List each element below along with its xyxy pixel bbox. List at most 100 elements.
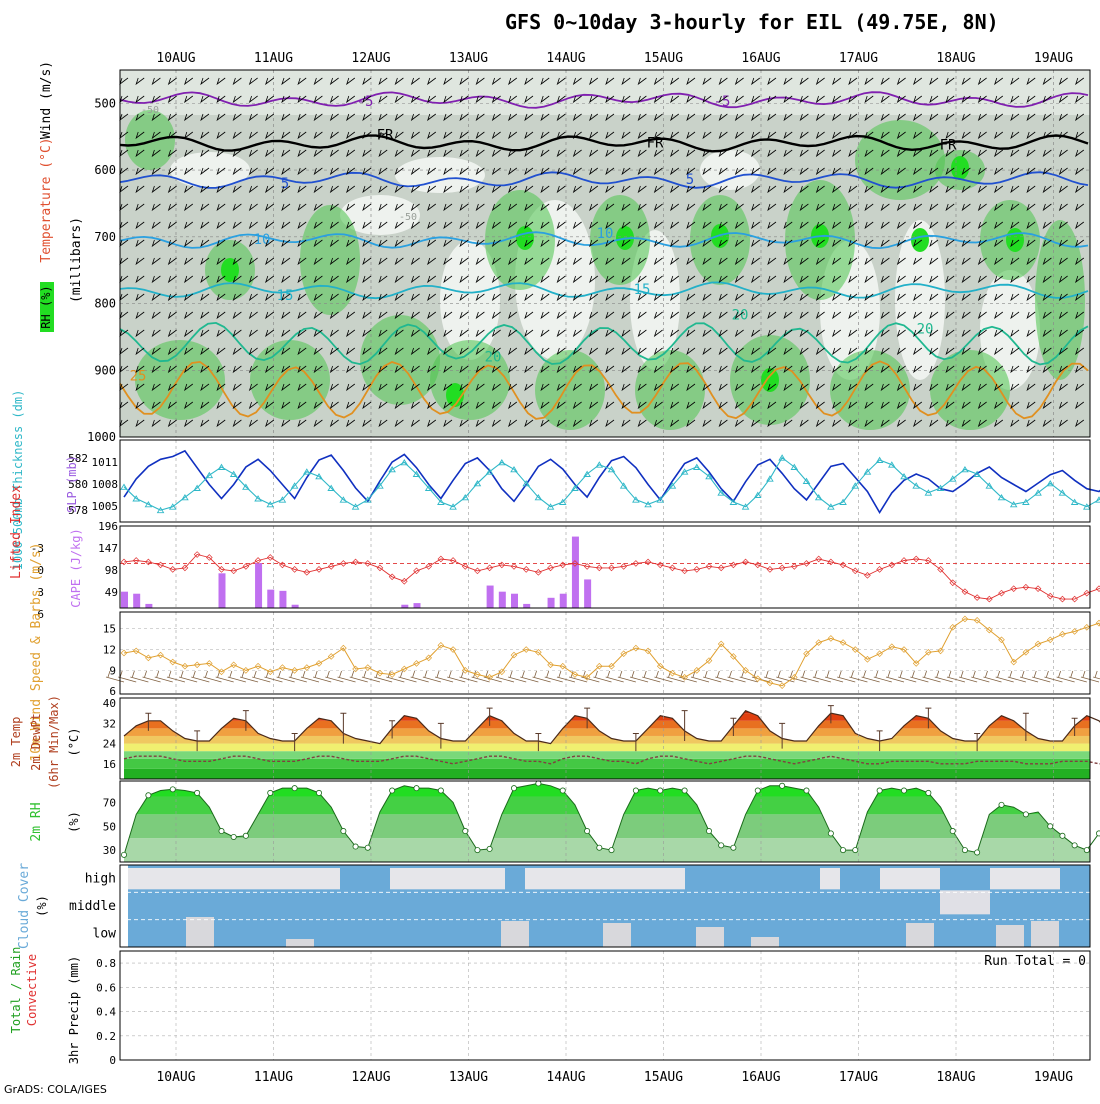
wind-speed-point xyxy=(510,651,518,659)
wind-barb xyxy=(653,113,663,122)
wind-barb xyxy=(443,203,453,212)
temp-band xyxy=(124,735,1090,744)
wind-barb xyxy=(216,311,226,320)
wind-barb xyxy=(621,401,631,410)
wind-barb xyxy=(167,293,177,302)
wind-barb xyxy=(556,149,566,158)
wind-barb xyxy=(734,257,744,266)
wind-barb xyxy=(815,77,825,86)
moist-region xyxy=(535,350,605,430)
wind-barb xyxy=(200,185,210,194)
wind-barb xyxy=(491,383,501,392)
wind-barb xyxy=(1075,293,1085,302)
wind-barb xyxy=(589,203,599,212)
wind-barb xyxy=(297,239,307,248)
wind-barb xyxy=(216,347,226,356)
li-point xyxy=(315,566,323,573)
rh-point xyxy=(218,828,225,835)
wind-barb-10m xyxy=(971,670,990,683)
wind-barb xyxy=(994,95,1004,104)
wind-barb-10m xyxy=(715,670,734,683)
rh-point xyxy=(194,789,201,796)
wind-barb xyxy=(945,257,955,266)
wind-barb xyxy=(913,149,923,158)
precip-tick: 0 xyxy=(109,1054,116,1067)
minmax-bar xyxy=(437,722,444,749)
moist-region xyxy=(300,205,360,315)
wind-barb xyxy=(605,347,615,356)
wind-barb xyxy=(151,383,161,392)
wind-barb xyxy=(734,329,744,338)
saturated-core xyxy=(951,156,969,180)
grads-credit: GrADS: COLA/IGES xyxy=(4,1083,107,1096)
wind-speed-point xyxy=(315,660,323,667)
li-point xyxy=(205,554,213,561)
wind-barb xyxy=(184,293,194,302)
wind-speed-point xyxy=(474,671,481,678)
wind-barb xyxy=(378,185,388,194)
wind-barb-10m xyxy=(703,670,722,683)
wind-barb-10m xyxy=(1019,670,1039,683)
cape-axis-label: CAPE (J/kg) xyxy=(69,528,83,607)
wind-barb xyxy=(767,347,777,356)
minmax-bar xyxy=(535,732,542,752)
wind-barb xyxy=(1058,149,1068,158)
wind-barb xyxy=(232,113,242,122)
cloud-low xyxy=(1031,921,1059,947)
thickness-point xyxy=(948,475,957,482)
wind-barb xyxy=(670,383,680,392)
wind-barb xyxy=(913,185,923,194)
wind-speed-point xyxy=(1046,636,1054,644)
wind-barb xyxy=(1042,419,1052,428)
wind-barb xyxy=(135,401,145,410)
wind-barb-10m xyxy=(191,670,210,683)
wind-barb xyxy=(799,419,809,428)
wind-barb xyxy=(637,149,647,158)
wind-barb xyxy=(443,311,453,320)
wind-barb xyxy=(297,149,307,158)
wind-barb xyxy=(427,293,437,302)
wind-barb xyxy=(1010,167,1020,176)
wind-barb xyxy=(734,149,744,158)
thickness-point xyxy=(510,465,518,473)
wind-barb xyxy=(297,131,307,140)
wind-barb xyxy=(751,77,761,86)
wind-barb xyxy=(394,131,404,140)
wind-barb xyxy=(977,185,987,194)
wind-barb xyxy=(410,131,420,140)
wind-barb xyxy=(913,77,923,86)
cape-bar xyxy=(498,591,506,608)
wind-barb xyxy=(1026,401,1036,410)
wind-barb xyxy=(864,401,874,410)
wind-speed-point xyxy=(193,661,201,669)
wind-barb xyxy=(848,239,858,248)
wind-barb xyxy=(394,383,404,392)
cape-bar xyxy=(486,585,494,608)
wind-barb xyxy=(637,293,647,302)
wind-speed-point xyxy=(839,639,847,646)
li-point xyxy=(644,558,652,566)
wind-barb xyxy=(913,257,923,266)
thickness-point xyxy=(863,468,872,475)
wind-barb xyxy=(783,77,793,86)
li-point xyxy=(1059,595,1066,603)
wind-barb xyxy=(670,293,680,302)
rh-frame xyxy=(119,780,1091,863)
thickness-point xyxy=(437,498,445,505)
wind-barb xyxy=(1075,419,1085,428)
wind-barb xyxy=(718,275,728,284)
wind-barb xyxy=(508,383,518,392)
wind-barb xyxy=(346,365,356,374)
wind-speed-point xyxy=(535,648,542,656)
wind-barb xyxy=(232,347,242,356)
dry-patch xyxy=(895,220,945,380)
li-point xyxy=(1022,583,1030,591)
wind-barb xyxy=(491,239,501,248)
wind-barb xyxy=(184,401,194,410)
wind-barb xyxy=(443,275,453,284)
wind-barb xyxy=(686,131,696,140)
wind-barb xyxy=(524,113,534,122)
wind-barb xyxy=(637,347,647,356)
thickness-point xyxy=(900,472,908,480)
wind-barb xyxy=(1026,329,1036,338)
